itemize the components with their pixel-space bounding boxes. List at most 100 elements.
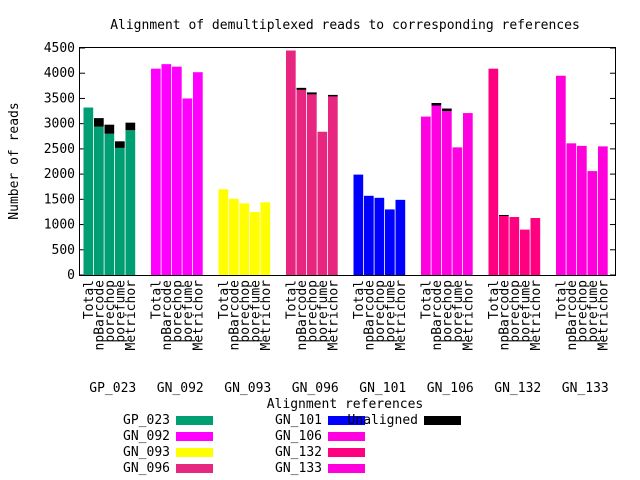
legend-swatch	[424, 416, 461, 425]
bar-unaligned-segment	[442, 109, 452, 112]
bar-unaligned-segment	[328, 95, 338, 97]
x-tick-label: Metrichor	[596, 280, 611, 351]
legend-swatch	[328, 464, 365, 473]
bars	[84, 51, 608, 275]
bar-gn-101-metrichor	[396, 200, 406, 275]
y-tick-label: 3000	[44, 117, 75, 132]
bar-gn-106-porechop	[442, 111, 452, 275]
bar-gp-023-porechop	[105, 134, 115, 275]
bar-gn-132-metrichor	[531, 218, 541, 275]
legend-swatch	[328, 448, 365, 457]
bar-gn-093-porechop	[240, 203, 250, 275]
group-label: GN_093	[224, 381, 271, 396]
y-tick-label: 4500	[44, 41, 75, 56]
bar-gp-023-porefume	[115, 148, 125, 275]
legend-swatch	[176, 464, 213, 473]
bar-gn-132-total	[489, 69, 499, 275]
bar-gp-023-total	[84, 108, 94, 275]
legend-label: GN_092	[123, 429, 170, 444]
group-labels: GP_023 GN_092 GN_093 GN_096 GN_101 GN_106 GN_1…	[89, 381, 608, 396]
bar-gn-092-metrichor	[193, 72, 203, 275]
bar-gn-132-npbarcode	[499, 216, 509, 275]
bar-gn-096-metrichor	[328, 96, 338, 275]
group-label: GP_023	[89, 381, 136, 396]
x-tick-label: Metrichor	[259, 280, 274, 351]
bar-gn-092-npbarcode	[162, 64, 172, 275]
bar-unaligned-segment	[432, 103, 442, 106]
legend: GP_023GN_092GN_093GN_096GN_101GN_106GN_1…	[123, 413, 461, 476]
bar-gn-101-porefume	[385, 209, 395, 275]
bar-gn-106-porefume	[453, 147, 463, 275]
bar-gn-133-total	[556, 76, 566, 275]
bar-unaligned-segment	[297, 88, 307, 90]
y-tick-label: 0	[67, 268, 75, 283]
x-tick-label: Metrichor	[529, 280, 544, 351]
bar-gn-093-metrichor	[261, 202, 271, 275]
y-tick-label: 3500	[44, 91, 75, 106]
bar-gn-092-porechop	[172, 67, 182, 275]
y-tick-label: 4000	[44, 66, 75, 81]
bar-gn-092-porefume	[183, 98, 193, 275]
bar-unaligned-segment	[499, 215, 509, 216]
legend-label: GN_133	[275, 461, 322, 476]
legend-swatch	[176, 416, 213, 425]
bar-gp-023-metrichor	[126, 130, 136, 275]
bar-unaligned-segment	[126, 123, 136, 131]
group-label: GN_106	[427, 381, 474, 396]
bar-gn-106-metrichor	[463, 113, 473, 275]
group-label: GN_133	[562, 381, 609, 396]
legend-label: GP_023	[123, 413, 170, 428]
legend-label: GN_132	[275, 445, 322, 460]
legend-label: GN_101	[275, 413, 322, 428]
x-tick-label: Metrichor	[326, 280, 341, 351]
bar-gn-093-porefume	[250, 212, 260, 275]
y-tick-label: 1500	[44, 192, 75, 207]
bar-gn-093-npbarcode	[229, 199, 239, 275]
bar-gn-092-total	[151, 69, 161, 275]
legend-swatch	[176, 448, 213, 457]
bar-gp-023-npbarcode	[94, 127, 104, 275]
legend-label: GN_093	[123, 445, 170, 460]
legend-swatch	[176, 432, 213, 441]
bar-unaligned-segment	[105, 125, 115, 134]
bar-gn-096-npbarcode	[297, 90, 307, 275]
y-axis-label: Number of reads	[7, 102, 22, 219]
bar-gn-133-npbarcode	[567, 143, 577, 275]
bar-gn-096-porechop	[307, 94, 317, 275]
bar-gn-101-total	[354, 175, 364, 275]
bar-gn-101-porechop	[375, 198, 385, 275]
bar-gn-096-porefume	[318, 132, 328, 275]
bar-gn-101-npbarcode	[364, 196, 374, 275]
bar-unaligned-segment	[307, 92, 317, 94]
bar-gn-093-total	[219, 189, 229, 275]
chart-title: Alignment of demultiplexed reads to corr…	[110, 18, 580, 33]
bar-gn-096-total	[286, 51, 296, 275]
x-axis-label: Alignment references	[267, 397, 424, 412]
legend-label: Unaligned	[348, 413, 418, 428]
legend-swatch	[328, 432, 365, 441]
x-tick-labels: TotalnpBarcodeporechopporefumeMetrichor T…	[82, 280, 612, 351]
group-label: GN_132	[494, 381, 541, 396]
x-tick-label: Metrichor	[124, 280, 139, 351]
group-label: GN_096	[292, 381, 339, 396]
bar-gn-133-porefume	[588, 171, 598, 275]
x-tick-label: Metrichor	[191, 280, 206, 351]
bar-gn-106-total	[421, 117, 431, 275]
group-label: GN_101	[359, 381, 406, 396]
bar-gn-106-npbarcode	[432, 106, 442, 275]
legend-label: GN_096	[123, 461, 170, 476]
legend-label: GN_106	[275, 429, 322, 444]
y-tick-label: 500	[52, 243, 75, 258]
x-tick-label: Metrichor	[394, 280, 409, 351]
bar-gn-133-porechop	[577, 146, 587, 275]
bar-gn-132-porefume	[520, 230, 530, 275]
bar-unaligned-segment	[115, 141, 125, 148]
bar-unaligned-segment	[94, 118, 104, 127]
group-label: GN_092	[157, 381, 204, 396]
y-tick-label: 2500	[44, 142, 75, 157]
bar-gn-133-metrichor	[598, 146, 608, 275]
bar-gn-132-porechop	[510, 217, 520, 275]
y-tick-label: 2000	[44, 167, 75, 182]
y-tick-label: 1000	[44, 218, 75, 233]
